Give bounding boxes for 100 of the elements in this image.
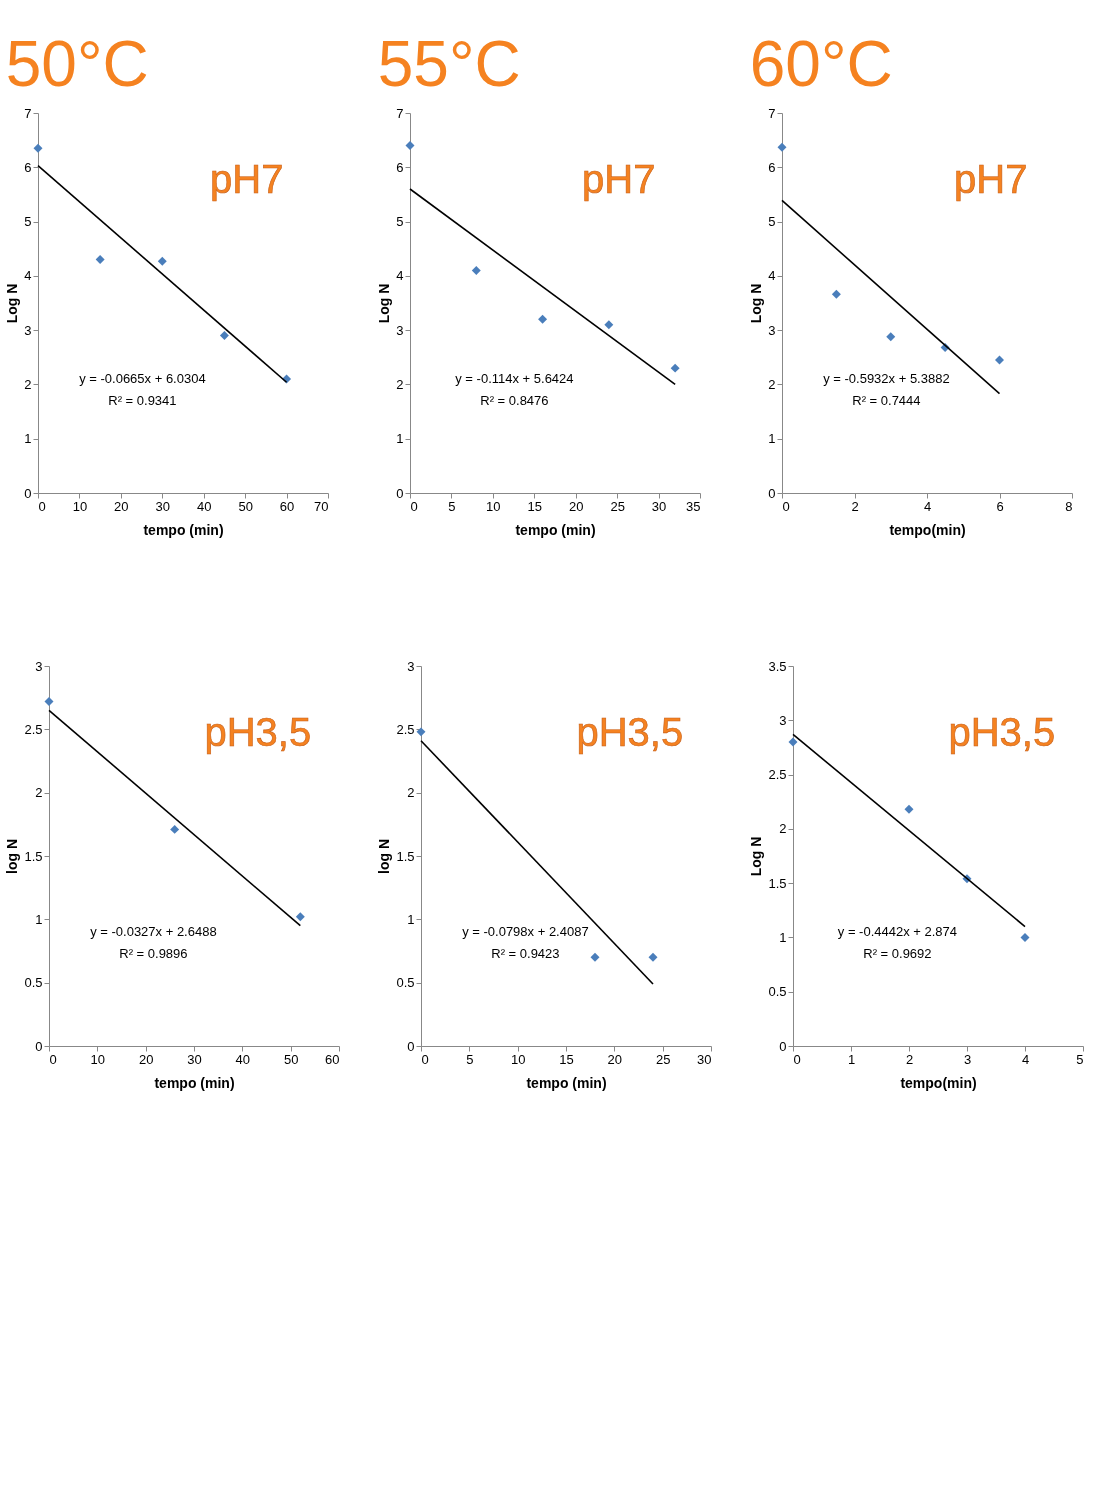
x-tick-label: 0 [793,1051,801,1067]
y-tick-label: 3 [768,322,776,338]
text: pH7 [954,157,1028,202]
x-axis-title: tempo (min) [515,521,596,538]
text: pH3,5 [576,710,684,755]
y-tick-label: 2.5 [396,721,415,737]
point [788,737,798,747]
x-tick-label: 5 [466,1051,474,1067]
x-tick-label: 20 [568,498,584,514]
y-tick-label: 0 [35,1038,43,1054]
point [44,696,54,706]
x-tick-label: 0 [421,1051,429,1067]
x-tick-label: 40 [235,1051,251,1067]
chart-title: 50°C [5,28,149,100]
y-tick-label: 1 [24,431,32,447]
x-tick-label: 10 [486,498,501,514]
y-tick-label: 2 [768,376,776,392]
x-tick-label: 70 [314,498,329,514]
x-tick-label: 10 [72,498,88,514]
point [1020,932,1030,942]
y-tick-label: 1 [407,911,415,927]
x-tick-label: 25 [655,1051,671,1067]
x-tick-label: 40 [196,498,212,514]
y-tick-label: 0 [779,1038,787,1054]
point [219,331,229,341]
y-tick-label: 5 [768,214,776,230]
point [777,142,787,152]
annotation: y = -0.0327x + 2.6488 [90,924,217,939]
y-tick-label: 3 [396,322,404,338]
point [886,332,896,342]
y-tick-label: 4 [768,268,776,284]
y-tick-label: 0.5 [396,975,415,991]
x-tick-label: 10 [90,1051,106,1067]
x-axis-title: tempo (min) [154,1074,235,1091]
y-tick-label: 7 [768,105,776,121]
x-tick-label: 60 [279,498,295,514]
x-tick-label: 0 [49,1051,57,1067]
x-tick-label: 2 [905,1051,914,1067]
y-tick-label: 0 [24,485,32,501]
x-tick-label: 20 [114,498,129,514]
annotation: R² = 0.9896 [119,946,188,961]
point [405,141,415,151]
text: pH3,5 [948,710,1056,755]
annotation: y = -0.0665x + 6.0304 [79,371,206,386]
y-axis-title: log N [4,839,21,874]
annotation: y = -0.5932x + 5.3882 [823,371,950,386]
y-tick-label: 6 [24,159,32,175]
annotation: R² = 0.8476 [480,393,549,408]
y-axis-title: Log N [376,283,393,324]
y-tick-label: 4 [24,268,32,284]
x-tick-label: 6 [996,498,1004,514]
annotation: R² = 0.9341 [108,393,177,408]
x-tick-label: 50 [283,1051,299,1067]
y-tick-label: 3 [24,322,32,338]
y-tick-label: 2 [779,821,787,837]
y-tick-label: 2 [396,376,404,392]
annotation: y = -0.114x + 5.6424 [455,371,574,386]
y-tick-label: 1 [768,431,776,447]
y-tick-label: 4 [396,268,404,284]
y-tick-label: 1.5 [396,848,415,864]
x-axis-title: tempo (min) [143,521,224,538]
text: pH3,5 [204,710,312,755]
y-tick-label: 1.5 [24,848,43,864]
annotation: R² = 0.7444 [852,393,921,408]
y-tick-label: 1 [779,929,787,945]
x-tick-label: 4 [923,498,932,514]
x-axis-title: tempo (min) [526,1074,607,1091]
y-tick-label: 7 [24,105,32,121]
y-axis-title: Log N [748,836,765,877]
point [604,320,614,330]
point [831,289,841,299]
y-axis-title: Log N [4,283,21,324]
x-tick-label: 50 [238,498,253,514]
x-tick-label: 20 [607,1051,623,1067]
y-tick-label: 3 [779,712,787,728]
y-tick-label: 6 [768,159,776,175]
point [170,824,180,834]
chart-title: 60°C [749,28,893,100]
point [904,804,914,814]
annotation: y = -0.4442x + 2.874 [837,924,958,939]
y-tick-label: 3 [407,658,415,674]
y-tick-label: 0 [396,485,404,501]
x-tick-label: 15 [527,498,543,514]
y-tick-label: 2 [24,376,32,392]
chart-title: 55°C [377,28,521,100]
point [95,255,105,265]
y-tick-label: 0.5 [768,984,787,1000]
x-tick-label: 4 [1021,1051,1030,1067]
y-tick-label: 2.5 [768,767,787,783]
annotation: R² = 0.9423 [491,946,560,961]
x-tick-label: 10 [510,1051,526,1067]
x-tick-label: 30 [155,498,171,514]
y-tick-label: 1.5 [768,875,787,891]
annotation: R² = 0.9692 [863,946,932,961]
x-axis-title: tempo(min) [900,1074,977,1091]
x-tick-label: 5 [448,498,456,514]
x-tick-label: 60 [325,1051,340,1067]
point [670,363,680,373]
x-axis-title: tempo(min) [889,521,966,538]
annotation: y = -0.0798x + 2.4087 [462,924,589,939]
